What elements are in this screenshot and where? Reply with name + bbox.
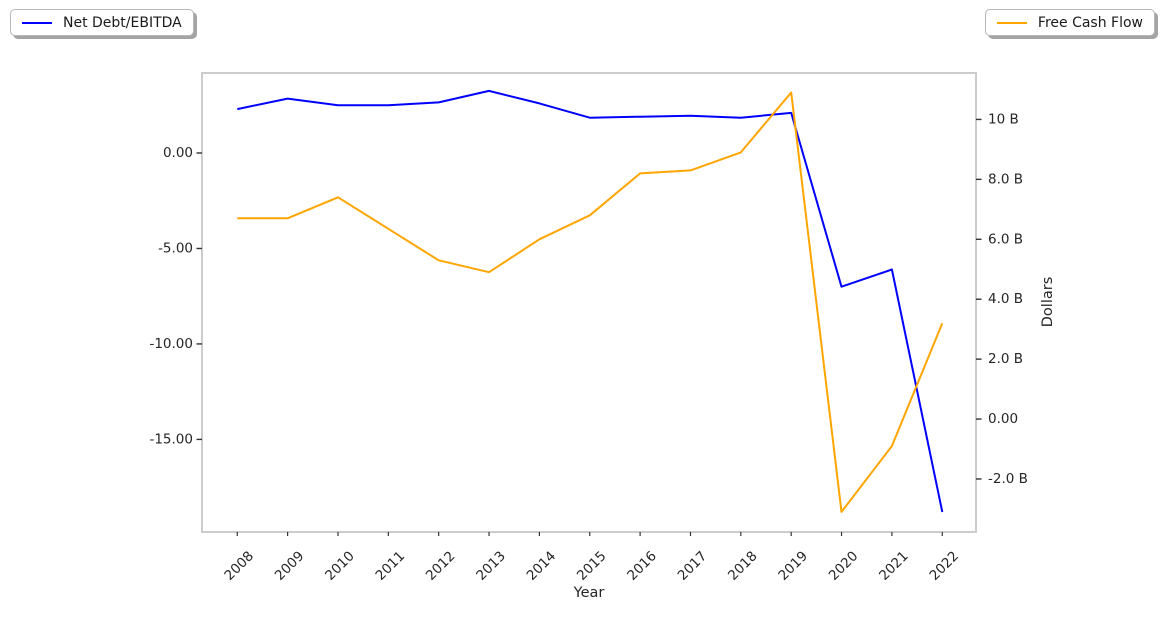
right-y-tick-label: 6.0 B: [988, 231, 1023, 247]
left-y-tick-label: -5.00: [158, 240, 193, 256]
plot-border: [201, 72, 977, 533]
x-tick-label: 2018: [725, 548, 761, 584]
right-y-tick-label: 8.0 B: [988, 171, 1023, 187]
right-y-tick-label: 2.0 B: [988, 351, 1023, 367]
right-y-tick-label: -2.0 B: [988, 471, 1028, 487]
free-cash-flow-legend-label: Free Cash Flow: [1037, 14, 1143, 31]
x-tick-label: 2011: [373, 548, 409, 584]
x-tick-label: 2008: [221, 548, 257, 584]
x-tick-label: 2010: [322, 548, 358, 584]
x-tick-label: 2012: [423, 548, 459, 584]
x-axis-label: Year: [573, 585, 605, 601]
net-debt-ebitda-legend-line-icon: [22, 21, 52, 24]
left-y-tick-label: 0.00: [163, 145, 193, 161]
legend-net-debt-ebitda: Net Debt/EBITDA: [10, 9, 194, 36]
x-tick-label: 2020: [826, 548, 862, 584]
free-cash-flow-legend-line-icon: [996, 21, 1027, 24]
right-y-tick-label: 10 B: [988, 111, 1019, 127]
x-tick-label: 2014: [524, 548, 560, 584]
right-y-axis-label: Dollars: [1040, 277, 1056, 328]
x-tick-label: 2022: [926, 548, 962, 584]
right-y-tick-label: 0.00: [988, 411, 1018, 427]
net-debt-ebitda-legend-label: Net Debt/EBITDA: [63, 14, 182, 31]
free-cash-flow-line: [237, 91, 944, 513]
right-y-tick-label: 4.0 B: [988, 291, 1023, 307]
x-tick-label: 2015: [574, 548, 610, 584]
x-tick-label: 2009: [272, 548, 308, 584]
x-tick-label: 2016: [624, 548, 660, 584]
legend-free-cash-flow: Free Cash Flow: [984, 9, 1155, 36]
left-y-tick-label: -15.00: [149, 431, 193, 447]
net-debt-ebitda-line: [237, 89, 944, 513]
x-tick-label: 2019: [775, 548, 811, 584]
x-tick-label: 2021: [876, 548, 912, 584]
x-tick-label: 2017: [675, 548, 711, 584]
x-tick-label: 2013: [473, 548, 509, 584]
left-y-tick-label: -10.00: [149, 336, 193, 352]
